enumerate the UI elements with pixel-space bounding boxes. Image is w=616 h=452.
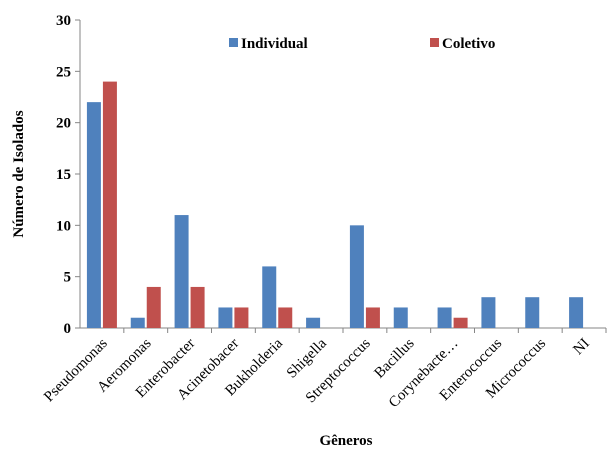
bar-individual-corynebacte (437, 307, 452, 328)
legend-label-individual: Individual (241, 36, 308, 52)
bar-individual-micrococcus (525, 297, 540, 328)
legend-swatch-coletivo (430, 38, 439, 47)
y-tick-label: 15 (56, 167, 71, 183)
bar-individual-shigella (306, 317, 321, 328)
y-axis-title: Número de Isolados (11, 110, 27, 237)
y-tick-label: 10 (56, 218, 71, 234)
bars (86, 81, 584, 328)
y-tick-label: 30 (56, 13, 71, 29)
bar-individual-enterococcus (481, 297, 496, 328)
bar-individual-bukholderia (262, 266, 277, 328)
bar-coletivo-corynebacte (453, 317, 468, 328)
legend-label-coletivo: Coletivo (442, 36, 495, 52)
legend-swatch-individual (229, 38, 238, 47)
legend: Individual Coletivo (229, 36, 495, 52)
x-axis-title: Gêneros (319, 433, 372, 449)
bar-individual-acinetobacer (218, 307, 233, 328)
bar-coletivo-bukholderia (278, 307, 293, 328)
bar-individual-ni (569, 297, 584, 328)
bar-individual-bacillus (393, 307, 408, 328)
bar-individual-streptococcus (349, 225, 364, 328)
bar-coletivo-acinetobacer (234, 307, 249, 328)
bar-individual-aeromonas (130, 317, 145, 328)
bar-coletivo-enterobacter (190, 286, 205, 328)
y-tick-label: 25 (56, 64, 71, 80)
category-label: Pseudomonas (41, 335, 111, 405)
bar-coletivo-pseudomonas (102, 81, 117, 328)
plot-area: 0 5 10 15 20 25 30 PseudomonasAeromonasEnterob… (41, 13, 607, 411)
y-tick-label: 5 (64, 270, 72, 286)
y-axis-ticks: 0 5 10 15 20 25 30 (56, 13, 80, 337)
y-tick-label: 0 (64, 321, 72, 337)
bar-coletivo-streptococcus (365, 307, 380, 328)
y-tick-label: 20 (56, 116, 71, 132)
bar-individual-enterobacter (174, 215, 189, 328)
category-label: NI (570, 336, 593, 359)
bar-individual-pseudomonas (86, 102, 101, 328)
bar-coletivo-aeromonas (146, 286, 161, 328)
x-axis-ticks: PseudomonasAeromonasEnterobacterAcinetob… (41, 328, 607, 411)
